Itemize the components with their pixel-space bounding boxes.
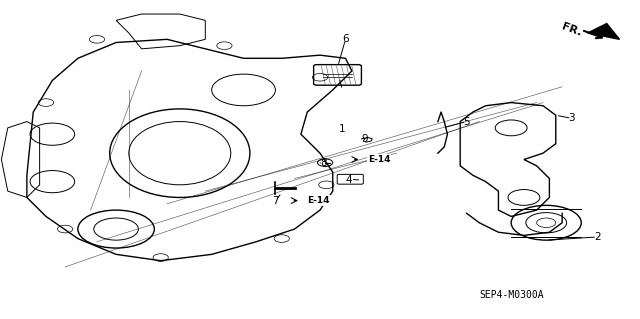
Text: 6: 6	[342, 34, 349, 44]
Text: 8: 8	[320, 158, 326, 168]
Text: SEP4-M0300A: SEP4-M0300A	[479, 291, 544, 300]
Text: 2: 2	[594, 232, 600, 242]
Text: 5: 5	[463, 116, 470, 127]
Polygon shape	[588, 24, 620, 39]
Text: 1: 1	[339, 124, 346, 135]
Text: E-14: E-14	[368, 155, 390, 164]
Text: 9: 9	[362, 134, 368, 144]
Text: 3: 3	[568, 113, 575, 123]
Text: FR.: FR.	[561, 22, 583, 38]
Text: E-14: E-14	[307, 196, 330, 205]
Text: 7: 7	[272, 196, 278, 206]
Text: 4: 4	[346, 175, 352, 185]
